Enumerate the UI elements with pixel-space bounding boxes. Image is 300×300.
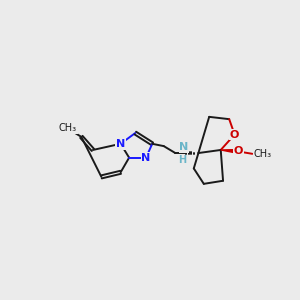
Text: O: O [230,130,239,140]
Text: N: N [141,153,151,163]
Text: H: H [178,155,186,165]
Text: O: O [234,146,243,157]
Polygon shape [221,150,238,153]
Text: CH₃: CH₃ [254,149,272,159]
Text: CH₃: CH₃ [58,123,76,134]
Text: N: N [116,139,125,149]
Text: N: N [179,142,188,152]
